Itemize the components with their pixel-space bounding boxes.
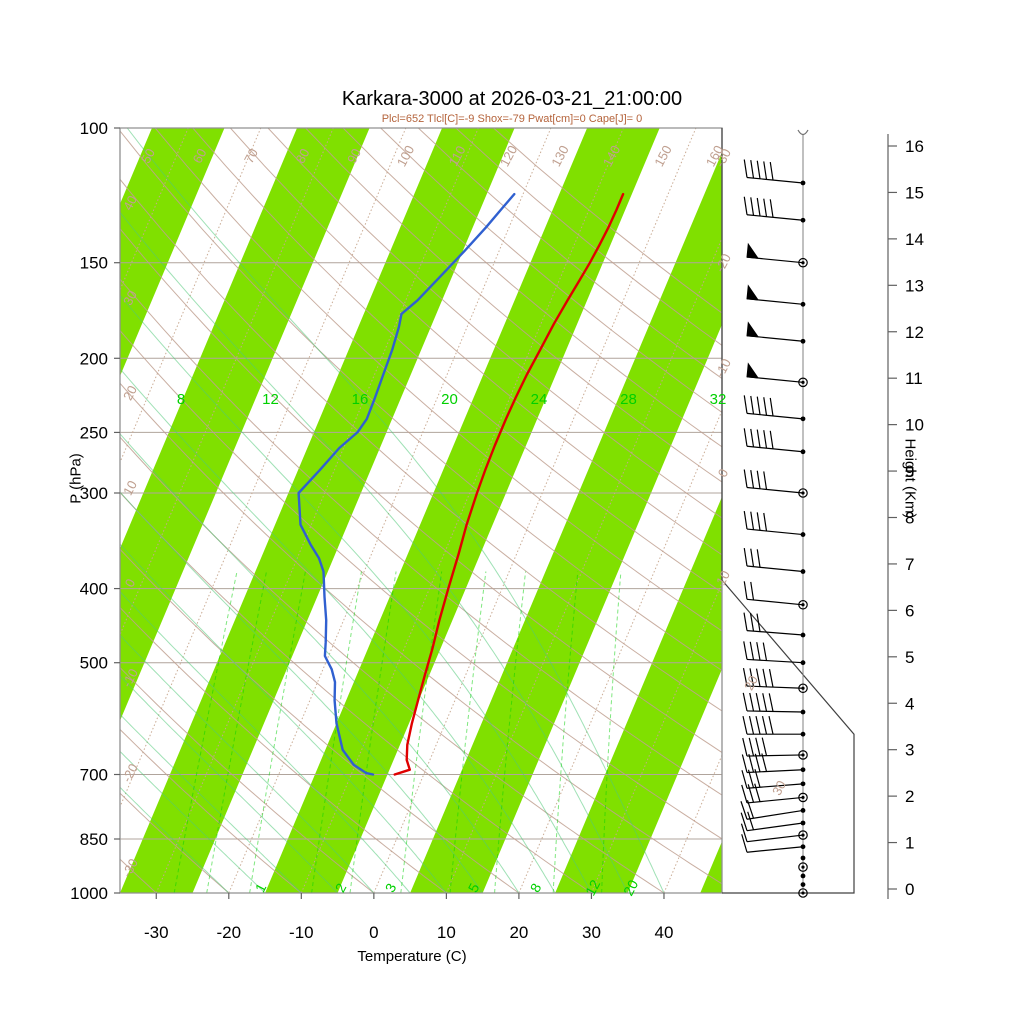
sounding-indices-subtitle: Plcl=652 Tlcl[C]=-9 Shox=-79 Pwat[cm]=0 …	[381, 113, 643, 125]
svg-text:300: 300	[80, 484, 108, 503]
svg-text:700: 700	[80, 766, 108, 785]
svg-text:6: 6	[905, 601, 914, 620]
svg-text:130: 130	[548, 143, 571, 169]
mixing-ratio-layer	[173, 571, 622, 893]
svg-text:10: 10	[120, 478, 140, 498]
svg-text:7: 7	[905, 555, 914, 574]
svg-text:850: 850	[80, 830, 108, 849]
svg-text:20: 20	[509, 923, 528, 942]
svg-text:30: 30	[769, 778, 789, 798]
svg-text:20: 20	[741, 673, 761, 693]
svg-text:20: 20	[441, 391, 458, 408]
svg-text:-30: -30	[144, 923, 169, 942]
wind-barb-layer	[740, 129, 809, 898]
plot-frame	[119, 127, 855, 894]
svg-text:70: 70	[241, 146, 261, 166]
svg-text:4: 4	[905, 694, 914, 713]
svg-text:30: 30	[120, 288, 140, 308]
svg-text:24: 24	[531, 391, 548, 408]
svg-text:500: 500	[80, 654, 108, 673]
svg-text:50: 50	[138, 146, 158, 166]
svg-text:90: 90	[344, 146, 364, 166]
svg-text:8: 8	[177, 391, 185, 408]
temperature-axis-label: Temperature (C)	[357, 948, 467, 965]
svg-text:12: 12	[582, 877, 604, 898]
svg-text:20: 20	[620, 877, 642, 898]
svg-text:16: 16	[352, 391, 369, 408]
svg-text:250: 250	[80, 423, 108, 442]
svg-text:28: 28	[620, 391, 637, 408]
svg-text:60: 60	[190, 146, 210, 166]
svg-text:12: 12	[262, 391, 279, 408]
svg-text:40: 40	[655, 923, 674, 942]
svg-text:20: 20	[120, 383, 140, 403]
svg-text:-20: -20	[119, 761, 141, 785]
svg-text:2: 2	[905, 787, 914, 806]
svg-text:3: 3	[905, 741, 914, 760]
svg-text:10: 10	[905, 416, 924, 435]
svg-text:13: 13	[905, 276, 924, 295]
dry-adiabat-layer	[120, 128, 722, 893]
svg-text:-10: -10	[712, 356, 734, 380]
svg-text:0: 0	[905, 880, 914, 899]
page-title: Karkara-3000 at 2026-03-21_21:00:00	[341, 88, 683, 110]
svg-text:150: 150	[651, 143, 674, 169]
svg-text:100: 100	[394, 143, 417, 169]
svg-text:12: 12	[905, 323, 924, 342]
svg-text:1: 1	[905, 834, 914, 853]
svg-text:80: 80	[293, 146, 313, 166]
svg-text:0: 0	[369, 923, 378, 942]
svg-text:16: 16	[905, 137, 924, 156]
svg-text:15: 15	[905, 183, 924, 202]
isobar-lines-layer	[120, 128, 722, 893]
svg-text:10: 10	[713, 568, 733, 588]
svg-text:0: 0	[715, 466, 732, 479]
svg-text:100: 100	[80, 119, 108, 138]
svg-text:32: 32	[710, 391, 727, 408]
svg-text:40: 40	[120, 193, 140, 213]
svg-text:-20: -20	[217, 923, 242, 942]
svg-text:-10: -10	[289, 923, 314, 942]
sounding-curves-layer	[297, 192, 625, 776]
svg-text:9: 9	[905, 462, 914, 481]
svg-text:8: 8	[905, 509, 914, 528]
svg-text:14: 14	[905, 230, 924, 249]
svg-text:150: 150	[80, 254, 108, 273]
svg-text:30: 30	[582, 923, 601, 942]
svg-text:1000: 1000	[70, 884, 108, 903]
svg-text:5: 5	[905, 648, 914, 667]
svg-text:200: 200	[80, 349, 108, 368]
svg-text:11: 11	[905, 369, 923, 388]
svg-text:400: 400	[80, 580, 108, 599]
shaded-bands-layer	[120, 128, 722, 893]
svg-text:10: 10	[437, 923, 456, 942]
